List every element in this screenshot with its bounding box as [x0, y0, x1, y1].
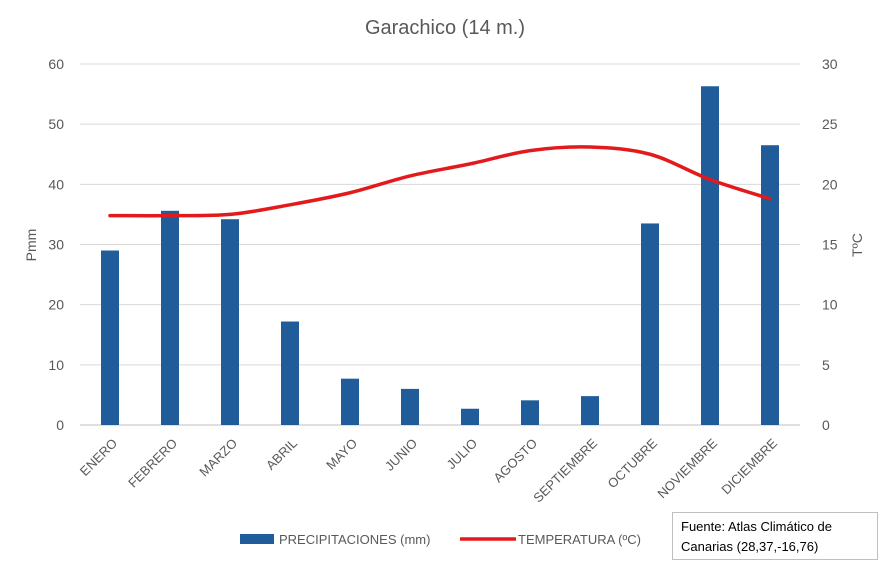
legend-swatch-precipitation — [240, 534, 274, 544]
category-label: MAYO — [323, 436, 360, 473]
left-tick-label: 30 — [48, 237, 64, 253]
left-axis-title: Pmm — [23, 229, 39, 262]
right-tick-label: 15 — [822, 237, 838, 253]
legend-label-temperature: TEMPERATURA (ºC) — [518, 532, 641, 547]
precipitation-bar — [161, 210, 179, 425]
source-note-line-2: Canarias (28,37,-16,76) — [681, 539, 819, 554]
legend-label-precipitation: PRECIPITACIONES (mm) — [279, 532, 430, 547]
category-label: JUNIO — [382, 436, 420, 474]
precipitation-bar — [101, 250, 119, 425]
precipitation-bars — [101, 86, 779, 426]
right-tick-label: 5 — [822, 357, 830, 373]
temperature-line — [108, 145, 772, 218]
right-tick-label: 20 — [822, 176, 838, 192]
precipitation-bar — [521, 400, 539, 425]
left-tick-label: 20 — [48, 297, 64, 313]
category-label: NOVIEMBRE — [654, 435, 720, 501]
category-label: SEPTIEMBRE — [530, 435, 600, 505]
right-tick-label: 25 — [822, 116, 838, 132]
gridlines — [80, 63, 800, 426]
source-note-line-1: Fuente: Atlas Climático de — [681, 519, 833, 534]
category-label: AGOSTO — [490, 436, 540, 486]
left-tick-label: 10 — [48, 357, 64, 373]
right-tick-label: 30 — [822, 56, 838, 72]
precipitation-bar — [701, 86, 719, 426]
precipitation-bar — [581, 396, 599, 425]
category-labels: ENERO FEBRERO MARZO ABRIL MAYO JUNIO JULIO AGOS… — [77, 435, 781, 505]
precipitation-bar — [641, 223, 659, 425]
category-label: ENERO — [77, 436, 120, 479]
precipitation-bar — [341, 378, 359, 425]
legend: PRECIPITACIONES (mm) TEMPERATURA (ºC) — [240, 532, 641, 547]
temperature-line-group — [108, 145, 772, 218]
category-label: DICIEMBRE — [718, 435, 780, 497]
category-label: ABRIL — [263, 436, 300, 473]
chart-title: Garachico (14 m.) — [365, 17, 525, 39]
precipitation-bar — [461, 408, 479, 425]
precipitation-bar — [281, 321, 299, 425]
right-axis-title: TºC — [849, 233, 865, 257]
category-label: OCTUBRE — [605, 435, 661, 491]
precipitation-bar — [221, 219, 239, 425]
right-axis-ticks: 0 5 10 15 20 25 30 — [822, 56, 838, 433]
category-label: JULIO — [443, 436, 480, 473]
source-note: Fuente: Atlas Climático de Canarias (28,… — [672, 512, 878, 560]
precipitation-bar — [401, 388, 419, 425]
category-label: MARZO — [196, 436, 240, 480]
left-tick-label: 40 — [48, 176, 64, 192]
category-label: FEBRERO — [125, 436, 180, 491]
left-axis-ticks: 0 10 20 30 40 50 60 — [48, 56, 64, 433]
left-tick-label: 60 — [48, 56, 64, 72]
left-tick-label: 0 — [56, 417, 64, 433]
right-tick-label: 10 — [822, 297, 838, 313]
precipitation-bar — [761, 145, 779, 425]
right-tick-label: 0 — [822, 417, 830, 433]
left-tick-label: 50 — [48, 116, 64, 132]
